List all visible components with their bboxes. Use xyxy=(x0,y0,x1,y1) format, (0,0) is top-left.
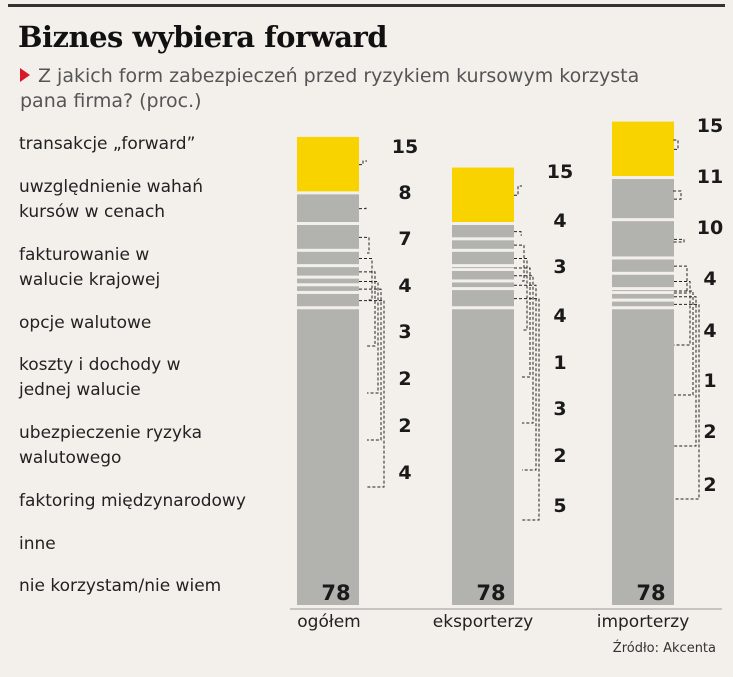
bar-segment xyxy=(297,267,359,276)
category-label: uwzględnienie wahań kursów w cenach xyxy=(19,177,203,222)
leader-line xyxy=(359,271,376,347)
data-label: 78 xyxy=(636,581,665,605)
data-label: 78 xyxy=(321,581,350,605)
data-label: 3 xyxy=(398,321,411,343)
leader-line xyxy=(359,160,367,166)
data-label: 3 xyxy=(553,256,566,278)
data-label: 15 xyxy=(392,136,418,158)
leader-line xyxy=(514,267,531,378)
data-label: 1 xyxy=(553,352,566,374)
bar-segment xyxy=(612,221,674,257)
leader-line xyxy=(514,284,537,471)
bar-segment xyxy=(297,286,359,291)
leader-line xyxy=(672,265,688,294)
data-label: 2 xyxy=(703,474,716,496)
data-label: 15 xyxy=(697,115,723,137)
category-label: nie korzystam/nie wiem xyxy=(19,576,222,596)
source-note: Źródło: Akcenta xyxy=(612,641,716,656)
data-label: 4 xyxy=(553,210,566,232)
data-label: 15 xyxy=(547,161,573,183)
leader-line xyxy=(514,298,540,521)
leader-line xyxy=(359,288,382,441)
data-label: 4 xyxy=(703,268,716,290)
bar-segment xyxy=(612,301,674,307)
leader-line xyxy=(672,139,679,150)
top-rule xyxy=(8,4,725,7)
leader-line xyxy=(514,231,522,236)
bar-segment xyxy=(452,267,514,269)
data-label: 4 xyxy=(398,462,411,484)
data-label: 10 xyxy=(697,217,723,239)
data-label: 78 xyxy=(476,581,505,605)
leader-line xyxy=(672,296,697,447)
data-label: 11 xyxy=(697,166,723,188)
leader-line xyxy=(672,190,682,200)
bar-segment xyxy=(452,251,514,265)
leader-line xyxy=(359,280,379,394)
x-tick-label: eksporterzy xyxy=(432,612,534,632)
leader-line xyxy=(672,280,691,346)
leader-line xyxy=(359,206,367,210)
bar-segment xyxy=(452,309,514,605)
bar-segment xyxy=(612,121,674,177)
category-label: ubezpieczenie ryzyka walutowego xyxy=(19,423,203,468)
bar-segment xyxy=(297,293,359,307)
bar-segment xyxy=(452,240,514,249)
bar-segment xyxy=(297,309,359,605)
leader-line xyxy=(514,275,534,424)
bar-segment xyxy=(452,225,514,238)
category-label: faktoring międzynarodowy xyxy=(19,491,246,511)
bar-segment xyxy=(452,167,514,222)
subtitle-text: Z jakich form zabezpieczeń przed ryzykie… xyxy=(20,65,640,112)
category-label: koszty i dochody w jednej walucie xyxy=(19,355,181,400)
data-label: 2 xyxy=(703,421,716,443)
leader-line xyxy=(359,257,373,301)
category-label: fakturowanie w walucie krajowej xyxy=(19,245,161,290)
data-label: 2 xyxy=(398,368,411,390)
data-label: 2 xyxy=(398,415,411,437)
data-label: 4 xyxy=(553,305,566,327)
bar-segment xyxy=(452,282,514,288)
data-label: 4 xyxy=(398,275,411,297)
data-label: 8 xyxy=(398,182,411,204)
leader-line xyxy=(359,236,370,254)
category-label: transakcje „forward” xyxy=(19,134,196,154)
x-tick-label: ogółem xyxy=(297,612,361,632)
bar-segment xyxy=(612,179,674,219)
data-label: 1 xyxy=(703,370,716,392)
bar-segment xyxy=(297,225,359,249)
leader-line xyxy=(359,300,385,488)
data-label: 2 xyxy=(553,445,566,467)
bar-segment xyxy=(612,293,674,299)
chart-title: Biznes wybiera forward xyxy=(18,20,388,54)
category-label: inne xyxy=(19,534,56,554)
data-label: 3 xyxy=(553,398,566,420)
data-label: 7 xyxy=(398,228,411,250)
bar-segment xyxy=(612,274,674,288)
bar-segment xyxy=(297,251,359,265)
leader-line xyxy=(672,303,700,500)
bar-segment xyxy=(612,290,674,292)
bar-segment xyxy=(297,136,359,192)
leader-line xyxy=(514,185,522,196)
bar-segment xyxy=(297,278,359,284)
leader-line xyxy=(514,244,525,282)
chart-subtitle: Z jakich form zabezpieczeń przed ryzykie… xyxy=(20,64,680,114)
data-label: 5 xyxy=(553,495,566,517)
bar-segment xyxy=(452,270,514,280)
x-tick-label: importerzy xyxy=(596,612,690,632)
data-label: 4 xyxy=(703,320,716,342)
bar-segment xyxy=(612,259,674,272)
bar-segment xyxy=(297,194,359,222)
leader-line xyxy=(672,290,694,396)
category-label: opcje walutowe xyxy=(19,313,152,333)
bar-segment xyxy=(452,290,514,307)
bar-segment xyxy=(612,309,674,605)
leader-line xyxy=(672,238,685,243)
leader-line xyxy=(514,257,528,331)
red-triangle-icon xyxy=(20,68,30,82)
